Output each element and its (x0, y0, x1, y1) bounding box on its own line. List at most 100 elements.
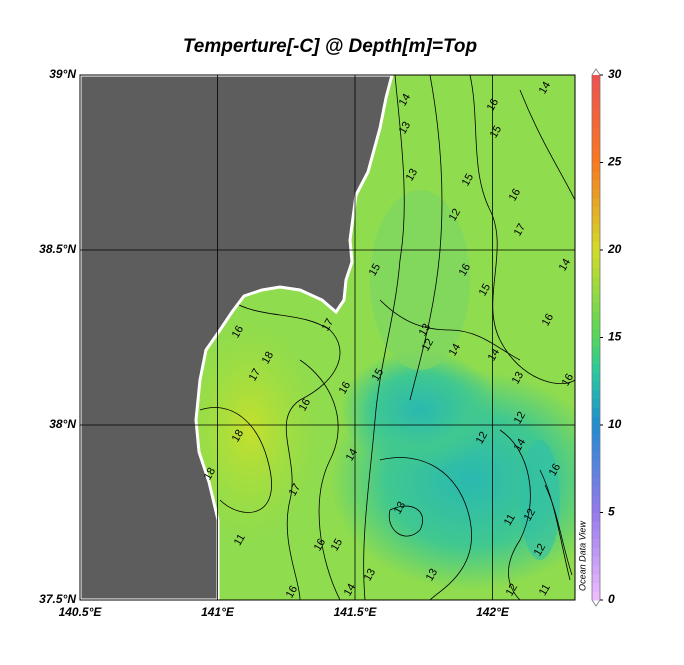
colorbar-swatch (592, 293, 600, 303)
colorbar-swatch (592, 556, 600, 566)
cool-water (370, 190, 470, 370)
colorbar-swatch (592, 390, 600, 400)
contour-label: 16 (337, 380, 354, 397)
contour-label: 14 (447, 342, 464, 359)
contour-label: 15 (488, 124, 505, 141)
colorbar-swatch (592, 171, 600, 181)
x-tick-label: 141.5°E (334, 605, 378, 619)
colorbar-swatch (592, 197, 600, 207)
colorbar-tick-label: 25 (607, 155, 622, 169)
colorbar-swatch (592, 110, 600, 120)
x-tick-label: 141°E (201, 605, 235, 619)
colorbar-swatch (592, 267, 600, 277)
colorbar-swatch (592, 425, 600, 435)
colorbar-tick-label: 20 (607, 242, 622, 256)
colorbar-swatch (592, 573, 600, 583)
land (80, 75, 394, 600)
colorbar-swatch (592, 538, 600, 548)
colorbar-swatch (592, 162, 600, 172)
contour-label: 12 (532, 542, 549, 559)
contour-label: 13 (417, 322, 434, 339)
contour-label: 18 (260, 350, 277, 367)
y-tick-label: 38°N (49, 417, 76, 431)
colorbar-swatch (592, 241, 600, 251)
colorbar-swatch (592, 442, 600, 452)
colorbar-tick-label: 5 (608, 505, 615, 519)
graticule: 140.5°E 141°E 141.5°E 142°E 37.5°N 38°N 38.5°N… (39, 67, 575, 619)
colorbar-swatch (592, 363, 600, 373)
colorbar-swatch (592, 486, 600, 496)
colorbar-tick-label: 0 (608, 592, 615, 606)
contour-label: 13 (397, 120, 414, 137)
colorbar-swatch (592, 328, 600, 338)
colorbar-swatch (592, 355, 600, 365)
colorbar-swatch (592, 433, 600, 443)
colorbar-swatch (592, 302, 600, 312)
colorbar-swatch (592, 503, 600, 513)
colorbar-swatch (592, 188, 600, 198)
colorbar-swatch (592, 285, 600, 295)
contour-label: 12 (512, 410, 529, 427)
x-tick-label: 140.5°E (59, 605, 103, 619)
contour-label: 16 (507, 187, 524, 204)
colorbar-swatch (592, 591, 600, 601)
contour-label: 14 (486, 347, 503, 364)
colorbar-swatch (592, 565, 600, 575)
contour-label: 12 (522, 507, 539, 524)
contour-label: 12 (474, 430, 491, 447)
colorbar-swatch (592, 521, 600, 531)
contour-label: 16 (230, 324, 247, 341)
contour-label: 13 (424, 567, 441, 584)
colorbar-swatch (592, 416, 600, 426)
contour-label: 12 (420, 337, 437, 354)
x-tick-label: 142°E (476, 605, 510, 619)
colorbar-swatch (592, 451, 600, 461)
colorbar-swatch (592, 477, 600, 487)
colorbar-swatch (592, 75, 600, 85)
contour-label: 16 (457, 262, 474, 279)
colorbar-swatch (592, 495, 600, 505)
colorbar-swatch (592, 101, 600, 111)
contour-label: 14 (344, 447, 361, 464)
contour-label: 15 (370, 367, 387, 384)
colorbar-swatch (592, 582, 600, 592)
contour-label: 11 (502, 512, 518, 528)
colorbar-tick-label: 30 (608, 67, 622, 81)
contour-label: 16 (297, 397, 314, 414)
colorbar-swatch (592, 320, 600, 330)
contour-label: 15 (460, 172, 477, 189)
colorbar-swatch (592, 118, 600, 128)
colorbar-swatch (592, 311, 600, 321)
warm-water (180, 320, 320, 540)
contour-label: 16 (284, 584, 301, 601)
colorbar-swatch (592, 512, 600, 522)
contour-label: 15 (477, 282, 494, 299)
contour-label: 17 (287, 482, 304, 499)
colorbar-swatch (592, 276, 600, 286)
y-tick-label: 38.5°N (39, 242, 76, 256)
colorbar-swatch (592, 127, 600, 137)
contour-label: 15 (329, 537, 346, 554)
colorbar-tick-label: 10 (608, 417, 622, 431)
colorbar-swatch (592, 250, 600, 260)
colorbar-swatch (592, 153, 600, 163)
colorbar-swatch (592, 206, 600, 216)
credit: Ocean Data View (577, 521, 587, 591)
colorbar-swatch (592, 232, 600, 242)
contour-label: 18 (202, 466, 219, 483)
colorbar-swatch (592, 92, 600, 102)
contour-label: 14 (537, 80, 554, 97)
contour-label: 14 (397, 92, 414, 109)
title: Temperture[-C] @ Depth[m]=Top (183, 36, 477, 57)
contour-label: 13 (362, 567, 379, 584)
contour-label: 16 (312, 537, 329, 554)
cold-water (520, 440, 560, 560)
contour-label: 13 (510, 370, 527, 387)
colorbar-swatch (592, 547, 600, 557)
colorbar-swatch (592, 337, 600, 347)
colorbar-tick-label: 15 (608, 330, 622, 344)
contour-label: 14 (342, 582, 359, 599)
